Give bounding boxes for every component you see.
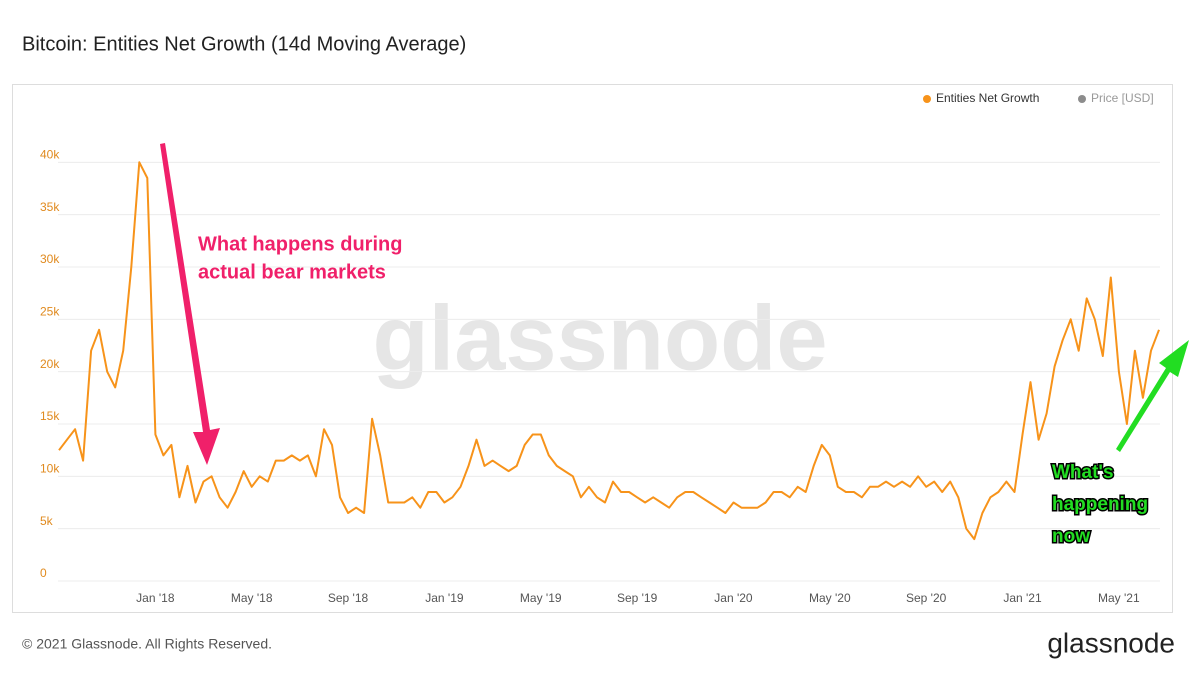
y-tick-label: 0 bbox=[40, 566, 47, 580]
annotation: What's bbox=[1052, 462, 1114, 483]
x-tick-label: May '20 bbox=[809, 591, 851, 605]
legend-swatch bbox=[923, 95, 931, 103]
footer: © 2021 Glassnode. All Rights Reserved. bbox=[22, 636, 272, 652]
y-tick-label: 10k bbox=[40, 462, 60, 476]
legend-label: Entities Net Growth bbox=[936, 91, 1039, 105]
y-tick-label: 25k bbox=[40, 305, 60, 319]
annotation: What happens during bbox=[198, 233, 402, 255]
annotation-group: What's happening now bbox=[1051, 461, 1150, 549]
y-tick-label: 30k bbox=[40, 252, 60, 266]
x-tick-label: Jan '21 bbox=[1003, 591, 1042, 605]
arrow bbox=[160, 143, 220, 465]
annotation: happening bbox=[1052, 494, 1148, 515]
y-tick-label: 15k bbox=[40, 409, 60, 423]
chart-frame bbox=[12, 84, 1173, 613]
x-tick-label: Sep '18 bbox=[328, 591, 369, 605]
x-tick-label: Jan '18 bbox=[136, 591, 175, 605]
arrow bbox=[1116, 340, 1189, 452]
x-tick-label: May '18 bbox=[231, 591, 273, 605]
legend-swatch bbox=[1078, 95, 1086, 103]
y-tick-label: 5k bbox=[40, 514, 54, 528]
plot-area: 0 5k 10k 15k 20k 25k 30k 35k 40k Jan '18 May '18 Se… bbox=[40, 148, 1160, 605]
x-tick-label: Jan '20 bbox=[714, 591, 753, 605]
y-tick-label: 20k bbox=[40, 357, 60, 371]
x-tick-label: Sep '19 bbox=[617, 591, 658, 605]
watermark: glassnode bbox=[372, 287, 827, 389]
chart-title: Bitcoin: Entities Net Growth (14d Moving… bbox=[22, 33, 466, 55]
x-tick-label: Jan '19 bbox=[425, 591, 464, 605]
line-series bbox=[58, 161, 1160, 541]
y-tick-label: 40k bbox=[40, 148, 60, 162]
annotation: actual bear markets bbox=[198, 261, 386, 283]
logo: glassnode bbox=[1047, 627, 1175, 658]
legend-label: Price [USD] bbox=[1091, 91, 1154, 105]
x-tick-label: Sep '20 bbox=[906, 591, 947, 605]
y-tick-label: 35k bbox=[40, 200, 60, 214]
x-tick-label: May '19 bbox=[520, 591, 562, 605]
x-tick-label: May '21 bbox=[1098, 591, 1140, 605]
annotation: now bbox=[1052, 526, 1090, 547]
